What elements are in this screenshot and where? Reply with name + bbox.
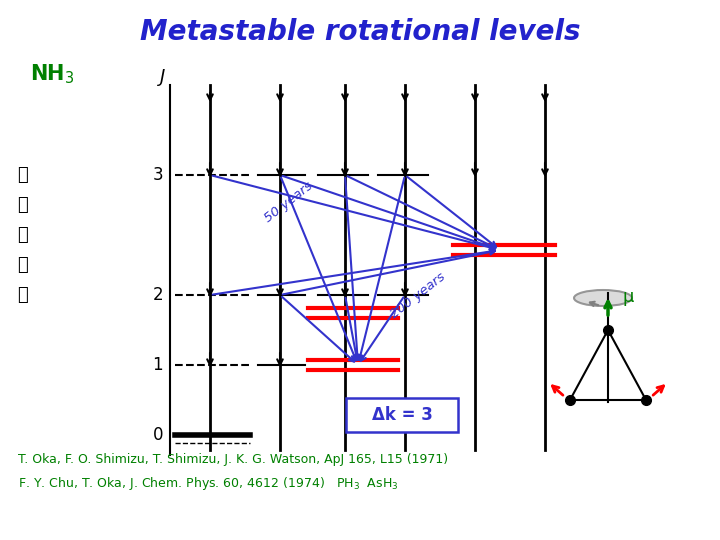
Text: 十: 十 xyxy=(17,256,27,274)
Text: F. Y. Chu, T. Oka, J. Chem. Phys. 60, 4612 (1974)   PH$_3$  AsH$_3$: F. Y. Chu, T. Oka, J. Chem. Phys. 60, 46… xyxy=(18,475,398,491)
Text: 1: 1 xyxy=(153,356,163,374)
Text: Metastable rotational levels: Metastable rotational levels xyxy=(140,18,580,46)
Text: 2: 2 xyxy=(153,286,163,304)
Text: 50 years: 50 years xyxy=(262,179,315,225)
Text: 五: 五 xyxy=(17,226,27,244)
FancyBboxPatch shape xyxy=(346,398,458,432)
Text: 生: 生 xyxy=(17,196,27,214)
Text: Δk = 3: Δk = 3 xyxy=(372,406,433,424)
Text: μ: μ xyxy=(622,288,634,306)
Text: 200 years: 200 years xyxy=(388,270,448,321)
Text: 年: 年 xyxy=(17,286,27,304)
Ellipse shape xyxy=(574,290,632,306)
Text: NH$_3$: NH$_3$ xyxy=(30,62,74,86)
Text: 3: 3 xyxy=(153,166,163,184)
Text: T. Oka, F. O. Shimizu, T. Shimizu, J. K. G. Watson, ApJ 165, L15 (1971): T. Oka, F. O. Shimizu, T. Shimizu, J. K.… xyxy=(18,454,448,467)
Text: 0: 0 xyxy=(153,426,163,444)
Text: 人: 人 xyxy=(17,166,27,184)
Text: J: J xyxy=(161,68,166,86)
